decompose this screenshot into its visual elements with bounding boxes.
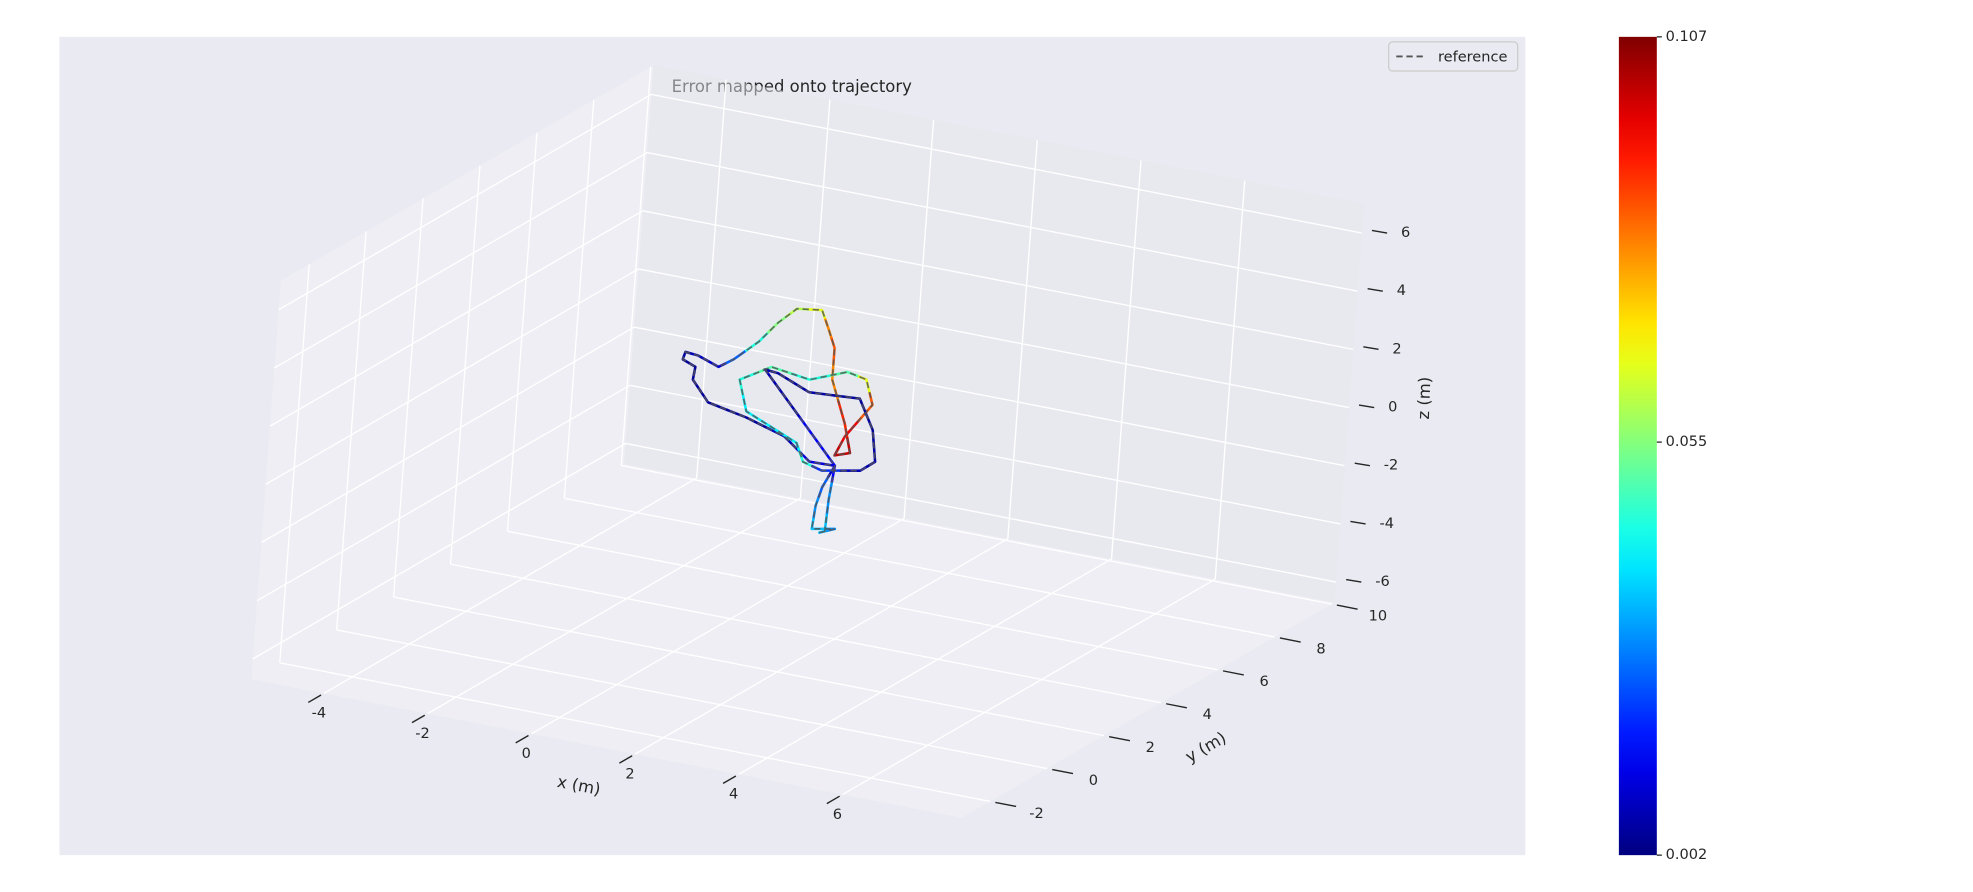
- grid-line: [450, 563, 1162, 704]
- tick-mark: [826, 795, 840, 805]
- y-tick-label: -2: [1029, 806, 1044, 822]
- grid-line: [1110, 160, 1142, 559]
- tick-mark: [619, 755, 633, 764]
- grid-line: [629, 384, 1341, 525]
- grid-line: [563, 99, 595, 499]
- y-tick-label: 10: [1369, 608, 1388, 624]
- grid-line: [638, 268, 1350, 409]
- grid-line: [625, 442, 1337, 583]
- tick-mark: [1354, 462, 1371, 467]
- x-tick-label: 4: [729, 787, 738, 803]
- grid-line: [278, 93, 652, 311]
- grid-line: [336, 629, 1048, 770]
- y-tick-label: 6: [1259, 674, 1268, 690]
- grid-line: [279, 264, 310, 663]
- grid-line: [620, 66, 652, 466]
- colorbar: [1618, 36, 1657, 856]
- x-tick-label: 2: [625, 766, 634, 782]
- tick-mark: [411, 714, 426, 724]
- tick-mark: [1346, 578, 1362, 583]
- grid-line: [265, 268, 639, 485]
- legend-label: reference: [1438, 50, 1507, 66]
- left-pane: [251, 65, 654, 680]
- tick-mark: [1336, 604, 1358, 610]
- tick-mark: [1371, 229, 1388, 234]
- grid-line: [842, 578, 1216, 796]
- trajectory-segment: [864, 413, 876, 448]
- x-tick-label: 6: [833, 807, 842, 823]
- grid-line: [903, 119, 935, 519]
- grid-line: [530, 517, 905, 735]
- grid-line: [507, 530, 1218, 671]
- y-tick-label: 8: [1316, 641, 1325, 657]
- grid-line: [1007, 140, 1038, 539]
- z-tick-label: -2: [1384, 458, 1399, 474]
- grid-line: [634, 538, 1009, 755]
- grid-line: [1214, 180, 1246, 580]
- grid-line: [392, 198, 424, 598]
- x-tick-label: -2: [415, 726, 430, 742]
- tick-mark: [1367, 287, 1383, 292]
- z-tick-label: 0: [1388, 400, 1397, 416]
- y-tick-label: 2: [1146, 740, 1155, 756]
- grid-line: [506, 132, 538, 532]
- legend: reference: [1388, 41, 1519, 72]
- tick-mark: [307, 694, 322, 704]
- z-tick-label: 4: [1397, 283, 1406, 299]
- grid-line: [279, 662, 991, 803]
- tick-mark: [722, 775, 737, 784]
- tick-mark: [515, 734, 529, 744]
- grid-line: [696, 79, 727, 479]
- y-tick-label: 4: [1203, 707, 1212, 723]
- grid-line: [393, 596, 1105, 737]
- z-tick-label: -4: [1380, 516, 1395, 532]
- tick-mark: [1165, 703, 1187, 709]
- grid-line: [642, 210, 1354, 351]
- tick-mark: [1109, 735, 1131, 742]
- tick-mark: [1350, 520, 1366, 525]
- grid-line: [634, 326, 1345, 467]
- grid-line: [427, 497, 801, 715]
- z-tick-label: -6: [1375, 574, 1390, 590]
- grid-line: [799, 99, 831, 499]
- tick-mark: [1052, 768, 1074, 775]
- back-pane: [624, 65, 1364, 603]
- colorbar-tick-label: 0.055: [1666, 434, 1708, 450]
- z-tick-label: 2: [1392, 341, 1401, 357]
- colorbar-tick-label: 0.002: [1666, 847, 1708, 863]
- colorbar-tick-label: 0.107: [1666, 29, 1708, 45]
- grid-line: [269, 210, 644, 427]
- grid-line: [261, 326, 635, 544]
- tick-mark: [995, 801, 1017, 808]
- grid-line: [564, 497, 1275, 638]
- grid-line: [323, 477, 698, 694]
- grid-line: [449, 165, 481, 565]
- reference-line: [681, 307, 876, 534]
- x-tick-label: -4: [312, 706, 327, 722]
- legend-box: [1388, 41, 1519, 72]
- y-tick-label: 0: [1089, 773, 1098, 789]
- grid-line: [256, 384, 631, 602]
- grid-line: [335, 231, 367, 630]
- grid-line: [273, 151, 648, 369]
- x-tick-label: 0: [522, 746, 531, 762]
- tick-mark: [1363, 346, 1379, 351]
- z-tick-label: 6: [1401, 225, 1410, 241]
- grid-line: [651, 93, 1362, 234]
- grid-line: [738, 558, 1112, 775]
- grid-line: [621, 464, 1332, 605]
- grid-line: [646, 151, 1358, 292]
- tick-mark: [1279, 637, 1301, 643]
- z-axis-label: z (m): [1414, 376, 1434, 419]
- tick-mark: [1222, 670, 1244, 676]
- grid-line: [252, 442, 626, 660]
- tick-mark: [1358, 404, 1375, 409]
